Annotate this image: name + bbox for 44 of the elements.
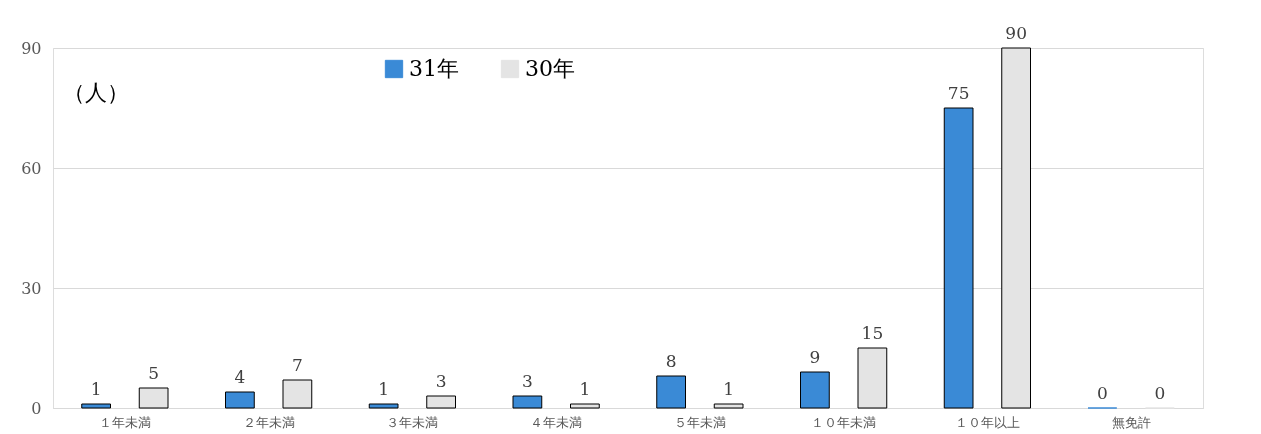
bar (943, 107, 974, 409)
data-label: 3 (435, 371, 447, 391)
legend-label: 30年 (525, 56, 575, 81)
x-tick-label: ２年未満 (242, 414, 295, 430)
y-tick-label: 90 (21, 38, 42, 58)
bar (570, 403, 600, 409)
bar (713, 403, 744, 409)
data-label: 3 (521, 371, 533, 391)
data-label: 4 (234, 367, 246, 387)
data-label: 5 (148, 363, 160, 383)
bar (282, 379, 313, 409)
x-tick-label: １０年未満 (811, 414, 877, 430)
data-label: 90 (1005, 23, 1027, 43)
y-tick-label: 30 (21, 278, 42, 298)
x-tick-label: ３年未満 (386, 414, 439, 430)
data-label: 0 (1096, 383, 1108, 403)
data-label: 75 (947, 83, 970, 103)
bar (512, 395, 543, 409)
bar (800, 371, 830, 409)
bar (81, 403, 111, 409)
data-label: 7 (291, 355, 303, 375)
y-tick-label: 0 (31, 398, 42, 418)
data-label: 1 (378, 379, 390, 399)
x-tick-label: １０年以上 (954, 414, 1020, 430)
bar (656, 375, 686, 409)
x-tick-label: ５年未満 (673, 414, 726, 430)
data-label: 8 (665, 351, 677, 371)
data-label: 9 (809, 347, 821, 367)
bar (426, 395, 456, 409)
data-label: 1 (723, 379, 735, 399)
bar (857, 347, 888, 409)
y-tick-label: 60 (21, 158, 42, 178)
x-tick-label: １年未満 (98, 414, 151, 430)
bar (138, 387, 169, 409)
annotation: （人） (63, 80, 129, 105)
legend-label: 31年 (409, 56, 459, 81)
data-label: 0 (1154, 383, 1166, 403)
x-tick-label: ４年未満 (530, 414, 583, 430)
bar (225, 391, 255, 409)
data-label: 1 (90, 379, 102, 399)
x-tick-label: 無免許 (1111, 414, 1151, 430)
bar (368, 403, 399, 409)
data-label: 1 (579, 379, 591, 399)
data-label: 15 (861, 323, 884, 343)
